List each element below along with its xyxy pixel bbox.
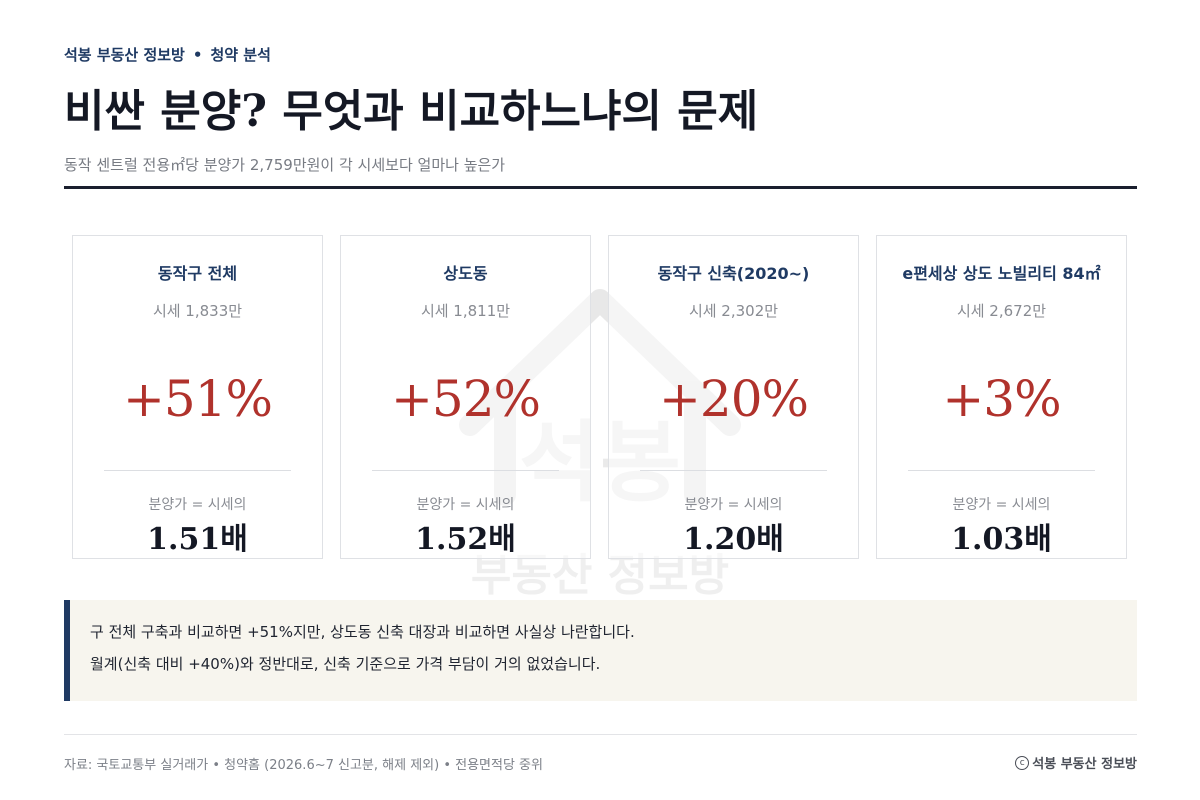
summary-note: 구 전체 구축과 비교하면 +51%지만, 상도동 신축 대장과 비교하면 사실… xyxy=(64,600,1137,701)
footer-brand-label: 석봉 부동산 정보방 xyxy=(1032,757,1137,772)
summary-line-1: 구 전체 구축과 비교하면 +51%지만, 상도동 신축 대장과 비교하면 사실… xyxy=(90,623,635,641)
card-ratio: 1.20배 xyxy=(683,522,784,557)
comparison-card-dongjak-all: 동작구 전체 시세 1,833만 +51% 분양가 = 시세의 1.51배 xyxy=(72,235,323,559)
card-ratio: 1.52배 xyxy=(415,522,516,557)
card-divider xyxy=(104,470,291,471)
card-divider xyxy=(640,470,827,471)
section-label: 청약 분석 xyxy=(210,46,271,64)
card-ratio-label: 분양가 = 시세의 xyxy=(952,497,1051,513)
card-divider xyxy=(372,470,559,471)
card-divider xyxy=(908,470,1095,471)
comparison-card-e-pyeonhan: e편세상 상도 노빌리티 84㎡ 시세 2,672만 +3% 분양가 = 시세의… xyxy=(876,235,1127,559)
card-ratio-label: 분양가 = 시세의 xyxy=(684,497,783,513)
source-note: 자료: 국토교통부 실거래가 • 청약홈 (2026.6~7 신고분, 해제 제… xyxy=(64,758,543,773)
card-market-price: 시세 1,811만 xyxy=(420,302,511,320)
comparison-cards: 동작구 전체 시세 1,833만 +51% 분양가 = 시세의 1.51배 상도… xyxy=(72,235,1130,561)
copyright-icon: c xyxy=(1015,755,1030,770)
header-divider xyxy=(64,186,1137,189)
card-title: 동작구 전체 xyxy=(157,264,238,283)
summary-line-2: 월계(신축 대비 +40%)와 정반대로, 신축 기준으로 가격 부담이 거의 … xyxy=(90,655,601,673)
page-title: 비싼 분양? 무엇과 비교하느냐의 문제 xyxy=(64,86,759,137)
card-ratio: 1.03배 xyxy=(951,522,1052,557)
kicker-separator: • xyxy=(192,46,203,64)
card-market-price: 시세 1,833만 xyxy=(152,302,243,320)
page-header: 석봉 부동산 정보방 • 청약 분석 비싼 분양? 무엇과 비교하느냐의 문제 동작… xyxy=(64,44,1137,176)
footer-divider xyxy=(64,734,1137,735)
card-title: 상도동 xyxy=(443,264,488,283)
card-market-price: 시세 2,302만 xyxy=(688,302,779,320)
comparison-card-sangdo: 상도동 시세 1,811만 +52% 분양가 = 시세의 1.52배 xyxy=(340,235,591,559)
card-ratio: 1.51배 xyxy=(147,522,248,557)
card-title: e편세상 상도 노빌리티 84㎡ xyxy=(902,264,1101,283)
card-premium-percent: +51% xyxy=(122,370,273,428)
card-title: 동작구 신축(2020~) xyxy=(657,264,810,283)
card-market-price: 시세 2,672만 xyxy=(956,302,1047,320)
page-subtitle: 동작 센트럴 전용㎡당 분양가 2,759만원이 각 시세보다 얼마나 높은가 xyxy=(64,156,506,174)
card-premium-percent: +20% xyxy=(658,370,809,428)
card-ratio-label: 분양가 = 시세의 xyxy=(416,497,515,513)
brand-label: 석봉 부동산 정보방 xyxy=(64,46,185,64)
card-ratio-label: 분양가 = 시세의 xyxy=(148,497,247,513)
card-premium-percent: +52% xyxy=(390,370,541,428)
card-premium-percent: +3% xyxy=(942,370,1061,428)
footer-brand: c 석봉 부동산 정보방 xyxy=(1015,753,1137,772)
comparison-card-dongjak-new: 동작구 신축(2020~) 시세 2,302만 +20% 분양가 = 시세의 1… xyxy=(608,235,859,559)
kicker: 석봉 부동산 정보방 • 청약 분석 xyxy=(64,44,1137,66)
